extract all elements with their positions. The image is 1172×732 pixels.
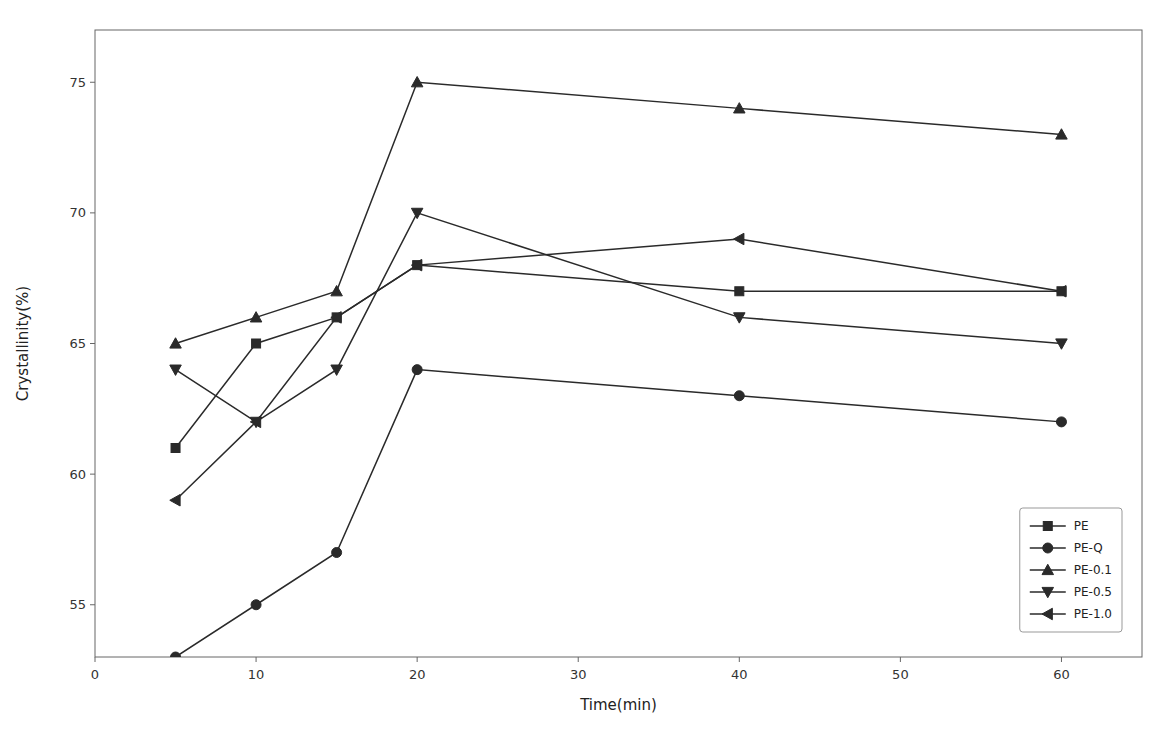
legend-label: PE-0.1 (1074, 563, 1112, 577)
x-tick-label: 30 (570, 667, 587, 682)
x-tick (256, 657, 257, 662)
legend-box (1020, 508, 1122, 632)
y-tick-label: 60 (69, 467, 86, 482)
point-marker (331, 365, 343, 375)
y-axis-label: Crystallinity(%) (14, 286, 32, 401)
point-marker (250, 416, 260, 428)
point-marker (411, 77, 423, 87)
legend-marker (1043, 543, 1053, 553)
y-tick (90, 82, 95, 83)
x-tick-label: 60 (1053, 667, 1070, 682)
y-tick-label: 75 (69, 75, 86, 90)
plot-background (95, 30, 1142, 657)
point-marker (735, 287, 744, 296)
legend-label: PE (1074, 519, 1089, 533)
legend-marker (1043, 522, 1052, 531)
x-tick (417, 657, 418, 662)
point-marker (170, 495, 180, 507)
point-marker (331, 286, 343, 296)
series-line (176, 239, 1062, 500)
legend-label: PE-1.0 (1074, 607, 1112, 621)
point-marker (1056, 339, 1068, 349)
legend-label: PE-0.5 (1074, 585, 1112, 599)
point-marker (252, 339, 261, 348)
x-axis-label: Time(min) (579, 696, 657, 714)
y-tick (90, 604, 95, 605)
point-marker (1056, 129, 1068, 139)
point-marker (170, 338, 182, 348)
y-tick-label: 65 (69, 336, 86, 351)
point-marker (734, 391, 744, 401)
y-tick-label: 70 (69, 205, 86, 220)
x-tick (739, 657, 740, 662)
legend-marker (1042, 587, 1054, 597)
x-tick (578, 657, 579, 662)
point-marker (411, 259, 421, 271)
legend-label: PE-Q (1074, 541, 1103, 555)
legend: PE PE-Q PE-0.1 PE-0.5 PE-1.0 (1020, 508, 1122, 632)
x-tick (900, 657, 901, 662)
series-line (176, 82, 1062, 343)
series-line (176, 213, 1062, 422)
plot-frame (95, 30, 1142, 657)
point-marker (734, 313, 746, 323)
point-marker (170, 365, 182, 375)
chart: 0 10 20 30 40 50 60 55 60 65 70 75 Time(min) Crystall… (0, 0, 1172, 732)
series-line (176, 265, 1062, 448)
point-marker (734, 103, 746, 113)
x-tick-label: 10 (248, 667, 265, 682)
legend-marker (1042, 564, 1054, 574)
point-marker (734, 233, 744, 245)
point-marker (171, 652, 181, 657)
legend-marker (1042, 608, 1052, 620)
point-marker (251, 600, 261, 610)
point-marker (171, 444, 180, 453)
y-tick (90, 343, 95, 344)
plot-data (170, 77, 1067, 658)
point-marker (331, 312, 341, 324)
y-tick-label: 55 (69, 597, 86, 612)
x-tick (1061, 657, 1062, 662)
point-marker (411, 208, 423, 218)
x-tick-label: 0 (91, 667, 99, 682)
x-tick (95, 657, 96, 662)
y-tick (90, 474, 95, 475)
x-tick-label: 40 (731, 667, 748, 682)
point-marker (1056, 286, 1066, 298)
point-marker (1056, 417, 1066, 427)
point-marker (332, 548, 342, 558)
series-line (176, 370, 1062, 657)
point-marker (250, 312, 262, 322)
x-tick-label: 50 (892, 667, 909, 682)
y-tick (90, 212, 95, 213)
point-marker (412, 365, 422, 375)
x-tick-label: 20 (409, 667, 426, 682)
